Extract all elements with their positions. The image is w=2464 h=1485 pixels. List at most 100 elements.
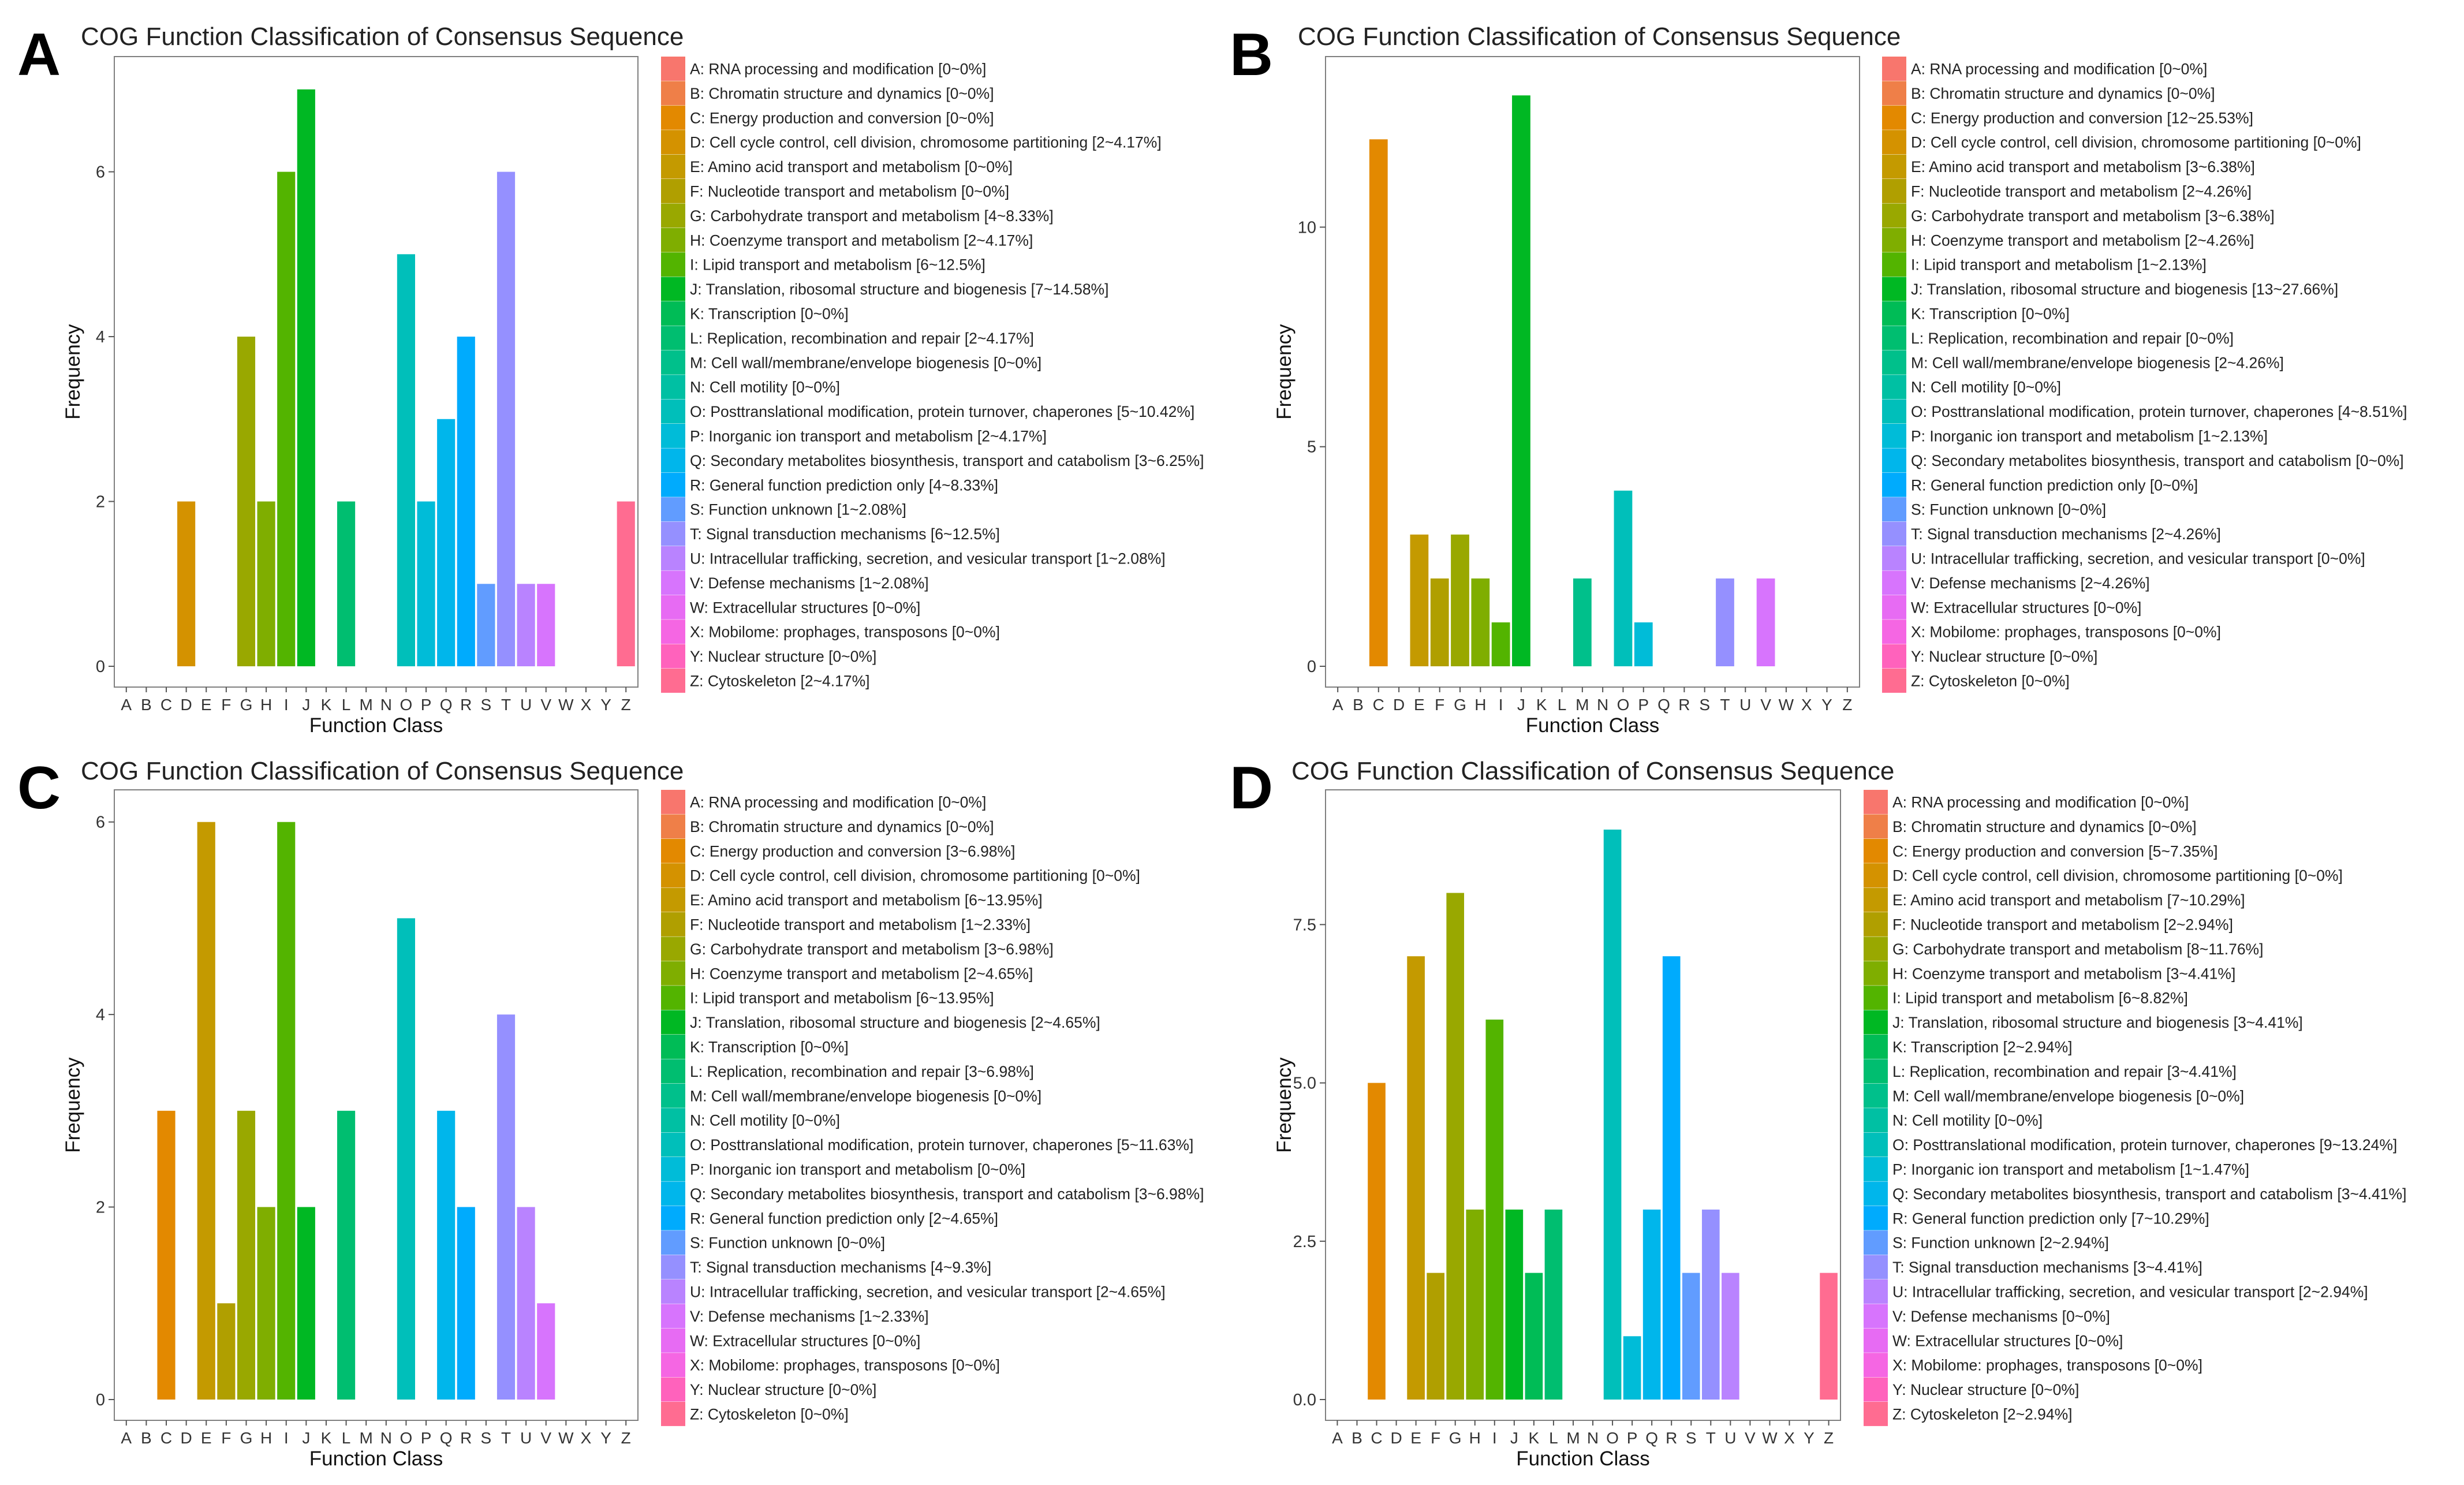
legend-label: O: Posttranslational modification, prote…	[1892, 1136, 2397, 1154]
legend-swatch	[1882, 521, 1906, 546]
legend-label: Q: Secondary metabolites biosynthesis, t…	[1911, 452, 2404, 469]
legend-swatch	[1864, 1132, 1888, 1157]
bar-s	[1682, 1273, 1700, 1400]
legend-swatch	[661, 81, 685, 106]
x-axis-label: Function Class	[309, 1447, 443, 1470]
legend-swatch	[1864, 814, 1888, 839]
x-tick-label: D	[181, 696, 192, 714]
legend-label: O: Posttranslational modification, prote…	[690, 1136, 1193, 1154]
y-tick-label: 5.0	[1293, 1074, 1316, 1093]
x-tick-label: J	[1510, 1429, 1518, 1447]
legend-swatch	[1864, 1304, 1888, 1329]
bar-v	[537, 1303, 555, 1400]
legend-label: A: RNA processing and modification [0~0%…	[690, 794, 986, 811]
bar-o	[397, 918, 416, 1400]
bar-z	[1820, 1273, 1838, 1400]
bar-u	[517, 1207, 535, 1400]
x-tick-label: E	[1414, 696, 1425, 714]
panel-letter: C	[17, 755, 61, 822]
bar-t	[496, 1014, 516, 1400]
x-tick-label: F	[221, 696, 231, 714]
chart-title: COG Function Classification of Consensus…	[81, 23, 684, 51]
x-tick-label: J	[1517, 696, 1525, 714]
legend-swatch	[1864, 986, 1888, 1010]
x-tick-label: Q	[440, 696, 453, 714]
x-tick-label: G	[240, 696, 253, 714]
legend-label: W: Extracellular structures [0~0%]	[690, 599, 920, 616]
legend-label: Z: Cytoskeleton [2~2.94%]	[1892, 1406, 2073, 1423]
bar-s	[477, 584, 495, 666]
legend-swatch	[1882, 227, 1906, 252]
legend-label: A: RNA processing and modification [0~0%…	[1911, 61, 2207, 78]
legend-swatch	[661, 887, 685, 912]
y-tick-label: 0	[96, 1391, 105, 1409]
bar-p	[417, 501, 435, 666]
legend-swatch	[661, 1377, 685, 1402]
legend-label: U: Intracellular trafficking, secretion,…	[690, 550, 1166, 568]
legend-label: J: Translation, ribosomal structure and …	[690, 281, 1108, 298]
bar-o	[397, 254, 416, 666]
x-tick-label: Q	[440, 1429, 453, 1447]
x-tick-label: G	[1449, 1429, 1462, 1447]
x-tick-label: V	[540, 696, 551, 714]
legend-swatch	[661, 863, 685, 888]
legend-label: H: Coenzyme transport and metabolism [2~…	[690, 232, 1033, 249]
legend-label: R: General function prediction only [4~8…	[690, 476, 998, 494]
plot-area	[1325, 789, 1841, 1421]
y-axis-label: Frequency	[1273, 324, 1296, 420]
panel-b: B COG Function Classification of Consensu…	[1230, 21, 2407, 737]
legend-swatch	[661, 472, 685, 497]
legend-label: I: Lipid transport and metabolism [6~8.8…	[1892, 990, 2188, 1007]
legend-label: U: Intracellular trafficking, secretion,…	[1892, 1283, 2368, 1301]
legend-label: K: Transcription [0~0%]	[690, 1039, 849, 1056]
legend-swatch	[661, 203, 685, 228]
x-tick-label: P	[1627, 1429, 1638, 1447]
legend-label: M: Cell wall/membrane/envelope biogenesi…	[690, 1087, 1041, 1105]
bar-p	[1623, 1336, 1641, 1400]
legend-swatch	[1864, 1255, 1888, 1279]
bar-e	[1407, 956, 1425, 1400]
legend-swatch	[1882, 570, 1906, 595]
x-tick-label: K	[321, 696, 332, 714]
bar-i	[1491, 622, 1510, 666]
legend-swatch	[1882, 399, 1906, 424]
legend-swatch	[1864, 1035, 1888, 1059]
legend-swatch	[661, 1353, 685, 1378]
panel-c: C COG Function Classification of Consensu…	[17, 755, 1204, 1470]
legend-label: K: Transcription [0~0%]	[690, 305, 849, 323]
legend-label: T: Signal transduction mechanisms [2~4.2…	[1911, 525, 2221, 543]
legend-swatch	[1864, 790, 1888, 814]
legend-label: S: Function unknown [2~2.94%]	[1892, 1234, 2109, 1252]
legend-label: E: Amino acid transport and metabolism […	[1911, 158, 2255, 176]
bar-j	[1505, 1209, 1524, 1400]
x-tick-label: V	[1745, 1429, 1756, 1447]
x-tick-label: N	[1597, 696, 1608, 714]
y-tick-label: 4	[96, 1006, 105, 1024]
x-tick-label: X	[581, 696, 592, 714]
legend-swatch	[1882, 424, 1906, 448]
legend-swatch	[661, 961, 685, 986]
y-tick-label: 2	[96, 1199, 105, 1217]
x-tick-label: Z	[1842, 696, 1852, 714]
legend-label: G: Carbohydrate transport and metabolism…	[1911, 207, 2275, 225]
legend-swatch	[661, 790, 685, 814]
x-tick-label: L	[342, 1429, 351, 1447]
legend-label: W: Extracellular structures [0~0%]	[690, 1332, 920, 1349]
x-tick-label: Y	[1804, 1429, 1815, 1447]
x-tick-label: X	[1801, 696, 1812, 714]
legend-swatch	[661, 936, 685, 961]
legend-label: O: Posttranslational modification, prote…	[1911, 403, 2407, 420]
bar-u	[517, 584, 535, 666]
x-tick-label: M	[1576, 696, 1589, 714]
legend-swatch	[661, 546, 685, 570]
legend-label: C: Energy production and conversion [5~7…	[1892, 842, 2217, 860]
y-axis-label: Frequency	[1273, 1057, 1296, 1153]
x-tick-label: B	[1352, 1429, 1362, 1447]
legend-label: J: Translation, ribosomal structure and …	[1911, 281, 2338, 298]
legend-swatch	[1864, 1402, 1888, 1426]
x-tick-label: D	[181, 1429, 192, 1447]
legend-swatch	[1864, 961, 1888, 986]
legend-swatch	[1864, 936, 1888, 961]
x-tick-label: W	[1762, 1429, 1778, 1447]
legend-swatch	[1882, 669, 1906, 693]
